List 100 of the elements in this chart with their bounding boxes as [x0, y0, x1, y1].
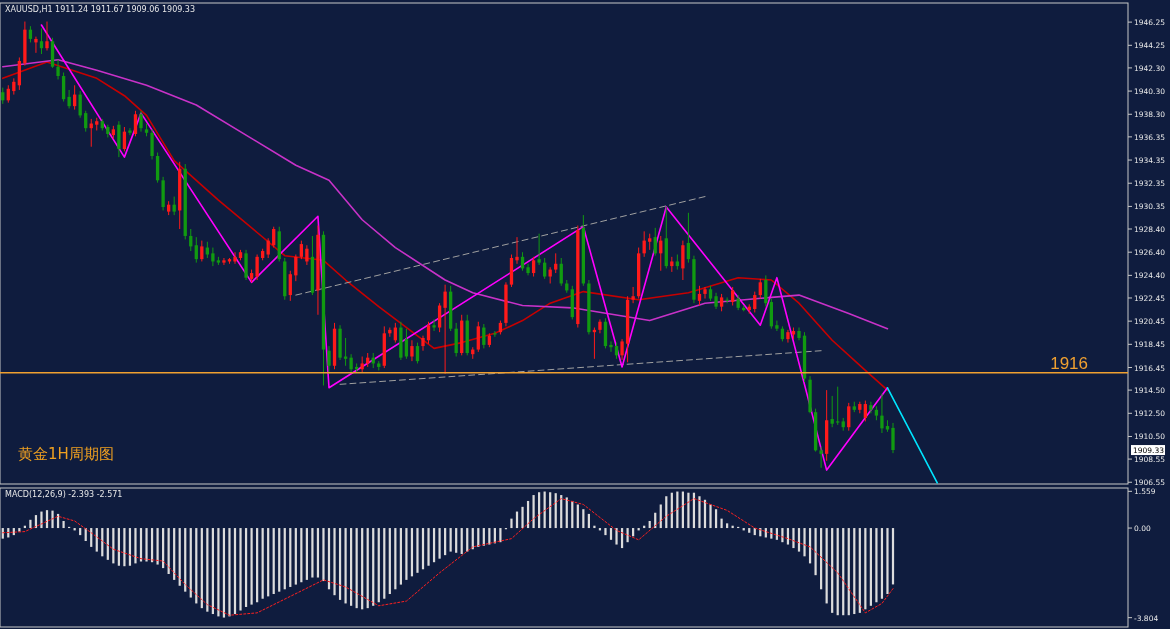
bar — [239, 528, 242, 611]
bar — [410, 528, 414, 577]
bar — [267, 528, 270, 597]
candlestick — [631, 286, 635, 304]
candlestick — [432, 318, 436, 332]
bar — [305, 528, 308, 580]
candlestick — [891, 422, 895, 454]
bar — [394, 528, 397, 590]
candlestick — [697, 285, 702, 307]
candlestick — [819, 446, 823, 469]
candlestick — [880, 393, 884, 434]
bar — [272, 528, 275, 595]
candlestick — [415, 342, 420, 364]
bar — [609, 528, 613, 540]
bar — [748, 528, 751, 533]
candlestick — [609, 340, 613, 353]
candlestick — [836, 386, 840, 426]
candlestick — [730, 286, 735, 307]
candlestick — [443, 284, 447, 375]
bar — [532, 495, 535, 529]
bar — [300, 528, 303, 583]
candlestick — [421, 335, 425, 352]
bar — [383, 528, 386, 599]
bar — [488, 528, 491, 545]
bar — [399, 528, 402, 585]
bar — [344, 528, 347, 604]
candlestick — [128, 127, 132, 136]
candlestick — [67, 89, 71, 109]
candlestick — [194, 236, 198, 264]
bar — [499, 528, 502, 543]
bar — [217, 528, 220, 617]
bar — [29, 519, 32, 529]
candlestick — [150, 128, 154, 160]
candlestick — [200, 240, 204, 262]
candlestick — [211, 247, 215, 267]
bar — [377, 528, 380, 603]
candlestick — [133, 110, 138, 137]
bar — [449, 528, 452, 552]
bar — [62, 520, 65, 529]
line-series — [1, 58, 889, 330]
bar — [460, 528, 463, 554]
candlestick — [404, 328, 409, 360]
bar — [250, 528, 253, 605]
candlestick — [775, 320, 779, 332]
bar — [355, 528, 358, 609]
bar — [709, 504, 712, 529]
bar — [134, 528, 137, 564]
candlestick — [725, 296, 729, 304]
bar — [886, 528, 889, 595]
bar — [510, 518, 513, 529]
bar — [211, 528, 214, 615]
bar — [261, 528, 264, 599]
bar — [726, 523, 729, 529]
bar — [587, 513, 590, 529]
bar — [720, 518, 723, 529]
bar — [145, 528, 148, 562]
bar — [333, 528, 336, 596]
bar — [222, 528, 226, 618]
ref-line-label: 1916 — [1050, 353, 1088, 373]
bar — [289, 528, 292, 587]
bar — [814, 528, 817, 576]
candlestick — [554, 252, 558, 274]
candlestick — [45, 21, 49, 52]
bar — [864, 528, 867, 610]
bar — [880, 528, 884, 599]
bar — [316, 528, 320, 578]
bar — [875, 528, 878, 603]
bar — [278, 528, 281, 592]
bar — [421, 528, 425, 570]
candlestick — [39, 28, 44, 55]
bar — [604, 528, 607, 536]
bar — [891, 528, 895, 585]
candlestick — [786, 329, 790, 344]
bar — [698, 496, 701, 529]
bar — [233, 528, 237, 615]
bar — [178, 528, 181, 586]
candlestick — [830, 395, 834, 428]
candlestick — [542, 257, 547, 280]
candlestick — [139, 110, 143, 133]
candlestick — [266, 237, 270, 259]
bar — [714, 509, 718, 529]
line-series — [1, 61, 889, 391]
candlestick — [426, 321, 431, 345]
candlestick — [61, 72, 66, 103]
candlestick — [233, 251, 237, 265]
candlestick — [869, 401, 873, 414]
bar — [438, 528, 441, 559]
candlestick — [764, 274, 768, 308]
bar — [797, 528, 801, 552]
bar — [350, 528, 353, 606]
bar — [294, 528, 297, 585]
bar — [593, 525, 596, 529]
candlestick — [681, 240, 685, 281]
candlestick — [437, 302, 442, 333]
candlestick — [515, 236, 519, 265]
bar — [626, 528, 629, 543]
bar — [803, 528, 806, 557]
bar — [40, 511, 43, 529]
bar — [869, 528, 872, 606]
candlestick — [288, 270, 292, 302]
